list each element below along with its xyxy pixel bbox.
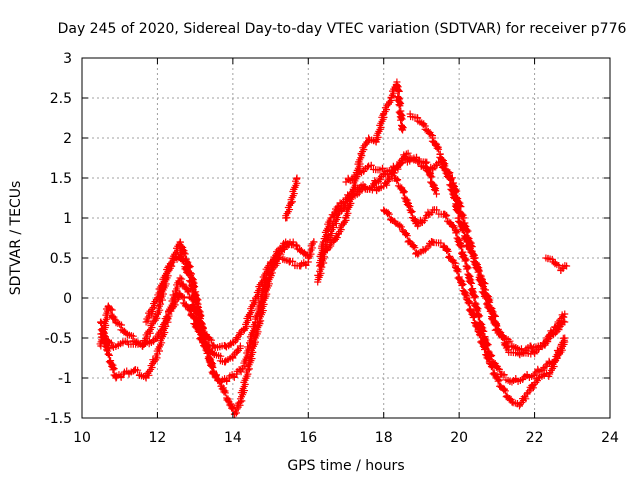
data-point [380,206,569,410]
series-track-3 [96,290,244,366]
plot-frame [81,57,611,419]
series-track-5 [282,174,301,222]
y-tick-label: 0.5 [50,251,72,267]
y-tick-label: 3 [63,51,72,67]
series-track-2 [97,250,312,386]
grid-lines [82,58,610,418]
y-tick-label: 0 [63,291,72,307]
axis-ticks [81,57,611,419]
data-point [323,78,407,254]
x-tick-label: 22 [526,430,544,446]
series-track-4 [142,238,297,418]
series-track-8 [380,206,569,410]
x-tick-label: 16 [299,430,317,446]
x-tick-label: 20 [450,430,468,446]
data-point [97,250,312,386]
y-tick-label: 2 [63,131,72,147]
data-points [96,78,571,418]
series-track-12 [542,254,571,274]
data-point [406,110,569,359]
y-tick-label: -1.5 [45,411,72,427]
series-track-7 [314,170,569,386]
series-track-9 [323,78,407,254]
data-point [96,290,244,366]
y-axis-label: SDTVAR / TECUs [8,181,24,296]
chart-title: Day 245 of 2020, Sidereal Day-to-day VTE… [58,21,627,37]
x-tick-label: 14 [224,430,242,446]
y-tick-labels: -1.5 -1 -0.5 0 0.5 1 1.5 2 2.5 3 [45,51,72,427]
data-point [314,170,569,386]
series-track-11 [342,153,441,198]
data-point [342,153,441,198]
data-point [282,174,301,222]
y-tick-label: 1 [63,211,72,227]
data-point [542,254,571,274]
x-tick-labels: 10 12 14 16 18 20 22 24 [73,430,619,446]
x-tick-label: 12 [149,430,167,446]
x-axis-label: GPS time / hours [287,458,404,474]
y-tick-label: -1 [58,371,72,387]
series-track-10 [406,110,569,359]
y-tick-label: 2.5 [50,91,72,107]
y-tick-label: -0.5 [45,331,72,347]
x-tick-label: 10 [73,430,91,446]
x-tick-label: 18 [375,430,393,446]
data-point [142,238,297,418]
x-tick-label: 24 [601,430,619,446]
y-tick-label: 1.5 [50,171,72,187]
